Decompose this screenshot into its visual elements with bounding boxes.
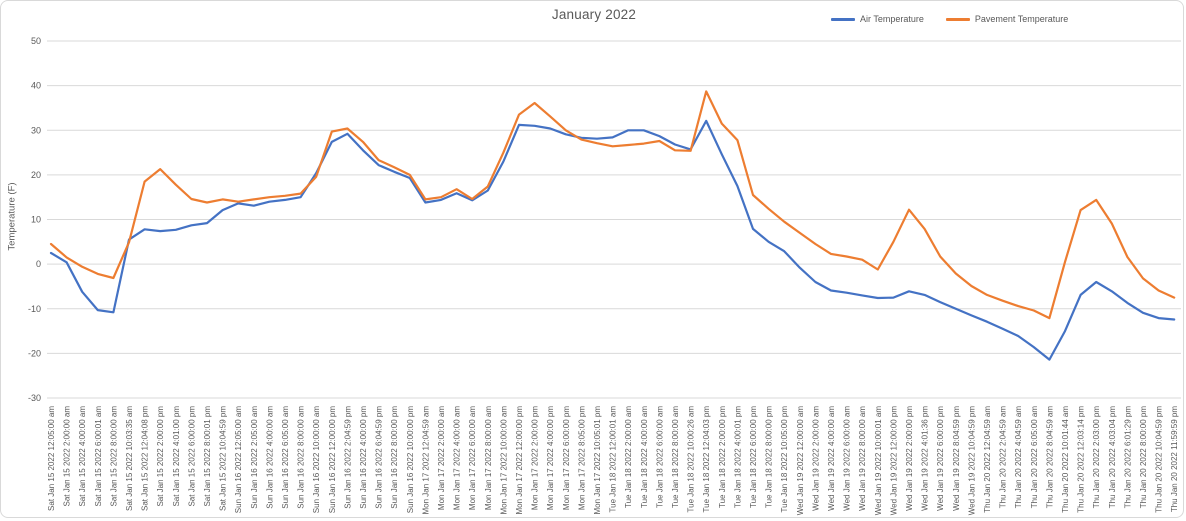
y-tick-label: -30 [28,393,41,403]
x-tick-label: Mon Jan 17 2022 10:00:00 am [499,406,508,515]
x-tick-label: Mon Jan 17 2022 8:00:00 am [484,406,493,510]
x-tick-label: Mon Jan 17 2022 2:00:00 pm [531,406,540,510]
legend-item-pavement-temperature[interactable]: Pavement Temperature [945,14,1069,24]
x-tick-label: Wed Jan 19 2022 12:00:00 am [796,406,805,516]
x-tick-label: Thu Jan 20 2022 4:03:04 pm [1108,406,1117,509]
x-tick-label: Mon Jan 17 2022 12:00:00 pm [515,406,524,515]
pavement-temperature-line-swatch [945,17,970,21]
x-tick-label: Sun Jan 16 2022 4:00:00 am [265,406,274,509]
x-tick-label: Tue Jan 18 2022 6:00:00 pm [749,406,758,508]
x-tick-label: Thu Jan 20 2022 12:03:14 pm [1077,406,1086,513]
x-tick-label: Sun Jan 16 2022 10:00:00 pm [406,406,415,514]
x-tick-label: Sat Jan 15 2022 6:00:01 am [94,406,103,507]
x-tick-label: Sun Jan 16 2022 6:05:00 am [281,406,290,509]
x-tick-label: Tue Jan 18 2022 6:00:00 am [655,406,664,508]
x-tick-label: Thu Jan 20 2022 6:05:00 am [1030,406,1039,509]
x-tick-label: Sat Jan 15 2022 12:05:00 am [47,406,56,511]
legend-label: Pavement Temperature [974,14,1069,24]
x-tick-label: Wed Jan 19 2022 6:00:00 pm [936,406,945,511]
x-tick-label: Thu Jan 20 2022 6:01:29 pm [1123,406,1132,509]
x-tick-label: Wed Jan 19 2022 8:00:00 am [858,406,867,511]
x-tick-label: Thu Jan 20 2022 2:04:59 am [999,406,1008,509]
x-tick-label: Sun Jan 16 2022 12:00:00 pm [328,406,337,514]
x-tick-label: Sat Jan 15 2022 4:01:00 pm [172,406,181,507]
y-tick-label: 50 [31,36,41,46]
x-tick-label: Mon Jan 17 2022 6:00:00 pm [562,406,571,510]
series-line-air-temperature[interactable] [49,119,1176,361]
x-tick-label: Thu Jan 20 2022 10:01:44 am [1061,406,1070,513]
x-tick-label: Sat Jan 15 2022 2:00:00 pm [156,406,165,507]
x-tick-label: Thu Jan 20 2022 2:03:00 pm [1092,406,1101,509]
air-temperature-line-swatch [831,17,855,21]
x-tick-label: Thu Jan 20 2022 11:59:59 pm [1170,406,1179,512]
x-tick-label: Tue Jan 18 2022 4:00:01 pm [733,406,742,508]
y-tick-label: 20 [31,170,41,180]
x-tick-label: Mon Jan 17 2022 4:00:00 pm [546,406,555,510]
x-tick-label: Tue Jan 18 2022 8:00:00 am [671,406,680,508]
x-tick-label: Thu Jan 20 2022 8:00:00 pm [1139,406,1148,509]
chart-title: January 2022 [551,7,637,22]
y-tick-label: -20 [28,348,41,358]
y-tick-label: -10 [28,304,41,314]
x-tick-label: Sun Jan 16 2022 6:04:59 pm [375,406,384,509]
x-tick-label: Tue Jan 18 2022 4:00:00 am [640,406,649,508]
x-tick-label: Tue Jan 18 2022 2:00:00 am [624,406,633,508]
x-tick-label: Tue Jan 18 2022 12:04:03 pm [702,406,711,513]
x-tick-label: Tue Jan 18 2022 10:05:00 pm [780,406,789,513]
x-tick-label: Sat Jan 15 2022 10:03:35 am [125,406,134,511]
x-tick-label: Sun Jan 16 2022 12:05:00 am [234,406,243,514]
x-tick-label: Sat Jan 15 2022 4:00:00 am [78,406,87,507]
x-tick-label: Wed Jan 19 2022 10:00:01 am [874,406,883,516]
x-tick-label: Thu Jan 20 2022 8:04:59 am [1045,406,1054,509]
x-tick-label: Thu Jan 20 2022 10:04:59 pm [1155,406,1164,513]
y-tick-label: 0 [36,259,41,269]
x-tick-label: Tue Jan 18 2022 8:00:00 pm [765,406,774,508]
x-tick-label: Wed Jan 19 2022 4:01:36 pm [921,406,930,511]
x-tick-label: Wed Jan 19 2022 4:00:00 am [827,406,836,511]
x-tick-label: Sun Jan 16 2022 8:00:00 pm [390,406,399,509]
x-tick-label: Mon Jan 17 2022 6:00:00 am [468,406,477,510]
y-tick-label: 40 [31,81,41,91]
legend: Air Temperature Pavement Temperature [831,14,1068,24]
x-tick-label: Wed Jan 19 2022 8:04:59 pm [952,406,961,511]
x-tick-label: Sat Jan 15 2022 8:00:01 pm [203,406,212,507]
x-tick-label: Sun Jan 16 2022 4:00:00 pm [359,406,368,509]
x-tick-label: Sat Jan 15 2022 10:04:59 pm [219,406,228,511]
x-tick-label: Sat Jan 15 2022 2:00:00 am [63,406,72,507]
y-tick-label: 30 [31,125,41,135]
x-tick-label: Mon Jan 17 2022 8:05:00 pm [577,406,586,510]
x-tick-label: Tue Jan 18 2022 10:00:26 am [687,406,696,513]
x-tick-label: Sat Jan 15 2022 6:00:00 pm [187,406,196,507]
y-tick-label: 10 [31,215,41,225]
x-tick-label: Mon Jan 17 2022 12:04:59 am [421,406,430,515]
x-tick-label: Wed Jan 19 2022 2:00:00 am [811,406,820,511]
x-tick-label: Sat Jan 15 2022 8:00:00 am [109,406,118,507]
x-tick-label: Tue Jan 18 2022 2:00:00 pm [718,406,727,508]
x-tick-label: Thu Jan 20 2022 12:04:59 am [983,406,992,513]
x-tick-label: Mon Jan 17 2022 4:00:00 am [453,406,462,510]
legend-item-air-temperature[interactable]: Air Temperature [831,14,924,24]
x-tick-label: Wed Jan 19 2022 6:00:00 am [843,406,852,511]
x-tick-label: Thu Jan 20 2022 4:04:59 am [1014,406,1023,509]
series-line-pavement-temperature[interactable] [49,90,1176,320]
x-tick-label: Sun Jan 16 2022 2:04:59 pm [343,406,352,509]
x-tick-label: Sun Jan 16 2022 2:05:00 am [250,406,259,509]
x-tick-label: Sun Jan 16 2022 8:00:00 am [297,406,306,509]
x-tick-label: Mon Jan 17 2022 2:00:00 am [437,406,446,510]
x-tick-label: Tue Jan 18 2022 12:00:01 am [609,406,618,513]
legend-label: Air Temperature [860,14,924,24]
x-tick-label: Sat Jan 15 2022 12:04:08 pm [141,406,150,511]
x-tick-label: Mon Jan 17 2022 10:05:01 pm [593,406,602,515]
x-tick-label: Wed Jan 19 2022 10:04:59 pm [967,406,976,516]
x-tick-label: Wed Jan 19 2022 12:00:00 pm [889,406,898,516]
x-tick-label: Wed Jan 19 2022 2:00:00 pm [905,406,914,511]
x-tick-label: Sun Jan 16 2022 10:00:00 am [312,406,321,514]
